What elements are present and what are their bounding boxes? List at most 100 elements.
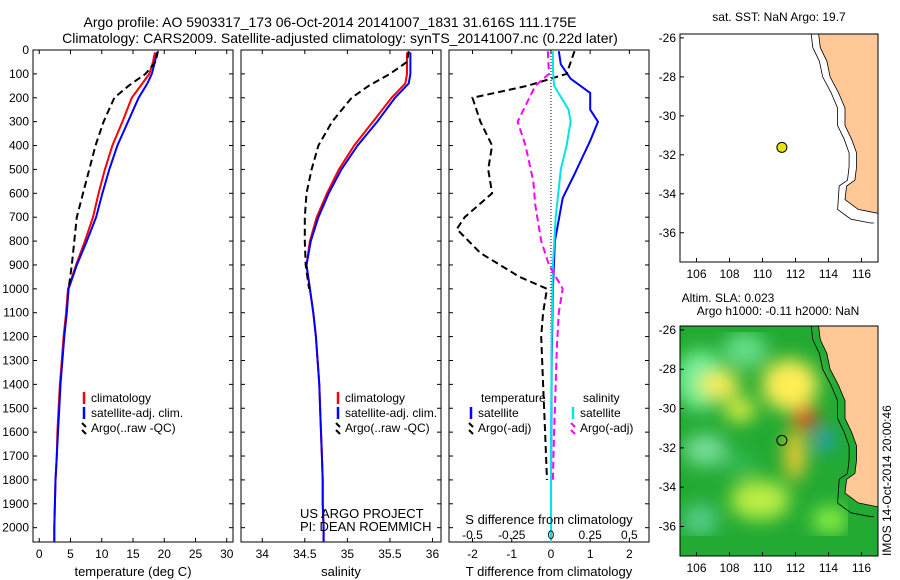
lon-tick-label: 108: [719, 267, 739, 281]
difference-legend: temperature salinitysatelliteArgo(-adj)sa…: [468, 391, 633, 435]
lon-tick-label: 116: [852, 267, 871, 281]
lat-tick-label: -30: [659, 402, 677, 416]
imos-timestamp-label: IMOS 14-Oct-2014 20:00:46: [880, 405, 894, 556]
sla-field: [680, 332, 848, 536]
salinity-x-axis: 34 34.5 35 35.5 36: [256, 50, 440, 561]
sst-map-panel: sat. SST: NaN Argo: 19.7 106 108 110 112 114…: [659, 10, 879, 281]
legend-swatch: [468, 429, 474, 435]
legend-swatch: [335, 429, 341, 435]
sla-map-lat-axis: -26 -28 -30 -32 -34 -36: [659, 323, 684, 534]
legend-swatch: [468, 422, 474, 428]
land-mass: [818, 326, 878, 508]
salinity-depth-ticks: [241, 49, 441, 529]
sst-map-lat-axis: -26 -28 -30 -32 -34 -36: [659, 31, 684, 240]
legend-label: satellite: [580, 406, 621, 420]
depth-tick-label: 900: [9, 258, 29, 272]
sla-blob: [724, 453, 756, 477]
x-tick-label: 36: [426, 547, 440, 561]
depth-tick-label: 600: [9, 186, 29, 200]
lat-tick-label: -32: [659, 441, 677, 455]
lon-tick-label: 106: [686, 561, 706, 575]
depth-tick-label: 700: [9, 210, 29, 224]
depth-tick-label: 0: [22, 43, 29, 57]
depth-tick-label: 1700: [2, 449, 29, 463]
lon-tick-label: 114: [819, 561, 838, 575]
depth-tick-label: 1000: [2, 282, 29, 296]
depth-axis: 0 100 200 300 400 500 600 700 800 900 1000 1100 1200…: [2, 43, 233, 535]
argo-location-marker: [776, 434, 788, 446]
x-tick-label: 0: [548, 547, 555, 561]
series-line-temperature-satellite: [550, 51, 600, 542]
lat-tick-label: -28: [659, 362, 677, 376]
legend-swatch: [335, 422, 341, 428]
legend-swatch: [81, 429, 87, 435]
sla-map-content: [680, 326, 878, 556]
legend-label: satellite-adj. clim.: [345, 406, 437, 420]
sla-blob: [682, 504, 718, 536]
series-line-satellite-adj-clim-: [305, 52, 412, 542]
salinity-axes-frame: [240, 49, 442, 543]
depth-contour: [810, 326, 874, 518]
lon-tick-label: 108: [719, 561, 739, 575]
depth-tick-label: 1400: [2, 377, 29, 391]
legend-swatch: [570, 429, 576, 435]
salinity-panel: 34 34.5 35 35.5 36 salinity climatologysatel…: [240, 49, 442, 579]
sla-blob: [724, 398, 756, 422]
legend-title-salinity: salinity: [583, 391, 620, 405]
depth-tick-label: 1900: [2, 497, 29, 511]
depth-tick-label: 400: [9, 139, 29, 153]
legend-label: climatology: [91, 391, 151, 405]
series-line-satellite-adj-clim-: [53, 52, 158, 542]
lat-tick-label: -26: [659, 323, 677, 337]
sla-blob: [683, 434, 727, 466]
sla-map-frame: [679, 325, 879, 557]
sla-blob: [730, 480, 790, 520]
x-tick-label: 10: [95, 547, 109, 561]
lon-tick-label: 112: [786, 267, 805, 281]
sla-blob: [762, 359, 818, 411]
temperature-panel: 0100200300400500600700800900100011001200…: [2, 43, 233, 579]
x-tick-label: 30: [220, 547, 234, 561]
x-tick-label: 2: [626, 547, 633, 561]
depth-tick-label: 1500: [2, 401, 29, 415]
difference-axes-frame: [448, 49, 650, 543]
sla-blob: [700, 371, 740, 399]
lat-tick-label: -36: [659, 226, 677, 240]
x-tick-label: 34.5: [293, 547, 317, 561]
secondary-x-tick-label: 0.25: [578, 528, 602, 542]
difference-secondary-xlabel: S difference from climatology: [465, 512, 633, 527]
sla-blob: [723, 332, 767, 368]
lon-tick-label: 116: [852, 561, 871, 575]
x-tick-label: 0: [36, 547, 43, 561]
depth-tick-label: 1100: [3, 306, 29, 320]
difference-secondary-x-axis: -0.5 -0.25 0 0.25 0.5: [462, 528, 638, 542]
lon-tick-label: 112: [786, 561, 805, 575]
temperature-series: [53, 50, 159, 542]
depth-tick-label: 1300: [2, 353, 29, 367]
depth-contour: [810, 34, 874, 224]
sst-map-frame: [679, 33, 879, 263]
lat-tick-label: -34: [659, 187, 677, 201]
difference-panel: -2 -1 0 1 2 T difference from climatology S …: [448, 49, 650, 579]
x-tick-label: 35.5: [378, 547, 402, 561]
lat-tick-label: -28: [659, 70, 677, 84]
lon-tick-label: 114: [819, 267, 838, 281]
x-tick-label: -1: [506, 547, 517, 561]
series-line-climatology: [53, 52, 156, 542]
legend-swatch: [81, 422, 87, 428]
sst-map-lon-axis: 106 108 110 112 114 116: [686, 258, 871, 281]
legend-label: satellite: [478, 406, 519, 420]
project-annotation-line1: US ARGO PROJECT: [300, 506, 424, 521]
sla-map-lon-axis: 106 108 110 112 114 116: [686, 552, 871, 575]
sla-map-title-line2: Argo h1000: -0.11 h2000: NaN: [697, 304, 860, 318]
secondary-x-tick-label: -0.25: [498, 528, 526, 542]
legend-label: Argo(-adj): [580, 421, 633, 435]
series-line-argo-raw-qc-: [303, 51, 410, 289]
header-line2: Climatology: CARS2009. Satellite-adjuste…: [62, 30, 618, 46]
sst-map-content: [680, 34, 878, 262]
salinity-series: [303, 51, 412, 542]
project-annotation-line2: PI: DEAN ROEMMICH: [300, 519, 431, 534]
